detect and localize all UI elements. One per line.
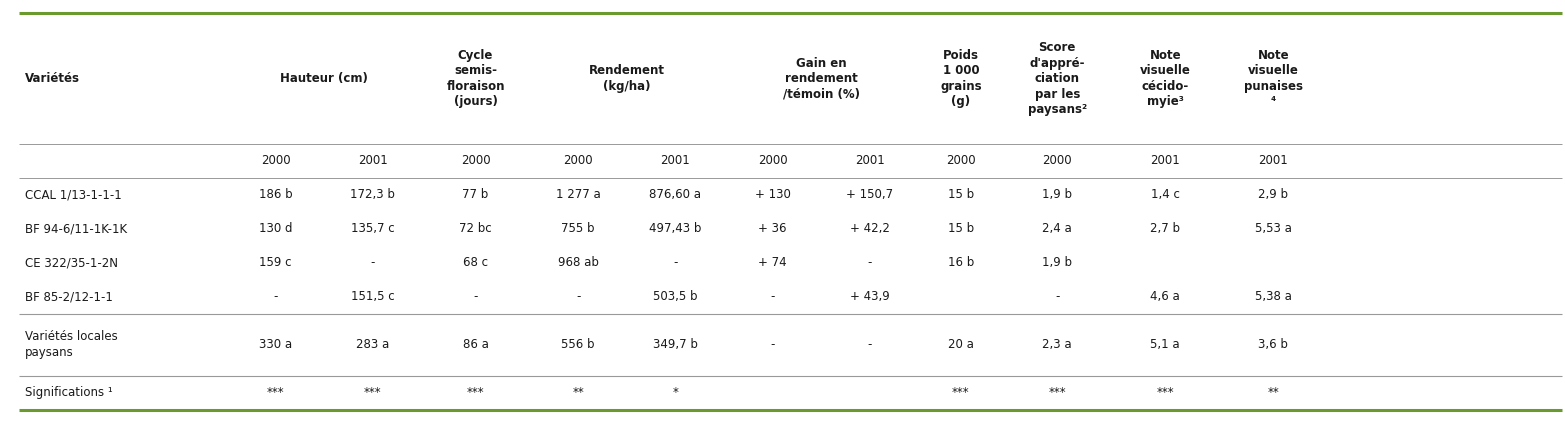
Text: 186 b: 186 b — [258, 188, 293, 201]
Text: 2000: 2000 — [261, 154, 291, 167]
Text: Poids
1 000
grains
(g): Poids 1 000 grains (g) — [941, 49, 981, 108]
Text: 72 bc: 72 bc — [459, 222, 491, 235]
Text: 876,60 a: 876,60 a — [649, 188, 701, 201]
Text: 151,5 c: 151,5 c — [351, 290, 394, 303]
Text: -: - — [770, 338, 775, 351]
Text: 1,9 b: 1,9 b — [1042, 188, 1072, 201]
Text: *: * — [673, 386, 678, 400]
Text: 68 c: 68 c — [463, 256, 488, 269]
Text: -: - — [867, 256, 872, 269]
Text: + 43,9: + 43,9 — [850, 290, 889, 303]
Text: -: - — [770, 290, 775, 303]
Text: -: - — [371, 256, 376, 269]
Text: 2001: 2001 — [1258, 154, 1288, 167]
Text: + 42,2: + 42,2 — [850, 222, 890, 235]
Text: 2000: 2000 — [757, 154, 787, 167]
Text: 497,43 b: 497,43 b — [649, 222, 701, 235]
Text: Score
d'appré-
ciation
par les
paysans²: Score d'appré- ciation par les paysans² — [1028, 41, 1086, 116]
Text: 20 a: 20 a — [948, 338, 973, 351]
Text: 2001: 2001 — [660, 154, 690, 167]
Text: 1,4 c: 1,4 c — [1150, 188, 1180, 201]
Text: ***: *** — [365, 386, 382, 400]
Text: 86 a: 86 a — [463, 338, 488, 351]
Text: **: ** — [573, 386, 584, 400]
Text: BF 85-2/12-1-1: BF 85-2/12-1-1 — [25, 290, 113, 303]
Text: -: - — [1055, 290, 1060, 303]
Text: 2,9 b: 2,9 b — [1258, 188, 1288, 201]
Text: Rendement
(kg/ha): Rendement (kg/ha) — [588, 64, 665, 93]
Text: 2,3 a: 2,3 a — [1042, 338, 1072, 351]
Text: 3,6 b: 3,6 b — [1258, 338, 1288, 351]
Text: 349,7 b: 349,7 b — [653, 338, 698, 351]
Text: 2000: 2000 — [460, 154, 490, 167]
Text: 283 a: 283 a — [357, 338, 390, 351]
Text: Cycle
semis-
floraison
(jours): Cycle semis- floraison (jours) — [446, 49, 505, 108]
Text: 2001: 2001 — [358, 154, 388, 167]
Text: 5,1 a: 5,1 a — [1150, 338, 1180, 351]
Text: 15 b: 15 b — [948, 188, 973, 201]
Text: 159 c: 159 c — [260, 256, 293, 269]
Text: CCAL 1/13-1-1-1: CCAL 1/13-1-1-1 — [25, 188, 122, 201]
Text: ***: *** — [466, 386, 484, 400]
Text: ***: *** — [952, 386, 970, 400]
Text: 2,7 b: 2,7 b — [1150, 222, 1180, 235]
Text: + 130: + 130 — [754, 188, 790, 201]
Text: 5,38 a: 5,38 a — [1255, 290, 1291, 303]
Text: Hauteur (cm): Hauteur (cm) — [280, 72, 368, 85]
Text: 330 a: 330 a — [260, 338, 293, 351]
Text: 2001: 2001 — [1150, 154, 1180, 167]
Text: + 150,7: + 150,7 — [847, 188, 894, 201]
Text: 15 b: 15 b — [948, 222, 973, 235]
Text: 1,9 b: 1,9 b — [1042, 256, 1072, 269]
Text: BF 94-6/11-1K-1K: BF 94-6/11-1K-1K — [25, 222, 127, 235]
Text: Variétés locales
paysans: Variétés locales paysans — [25, 330, 117, 359]
Text: 968 ab: 968 ab — [557, 256, 598, 269]
Text: 556 b: 556 b — [562, 338, 595, 351]
Text: 172,3 b: 172,3 b — [351, 188, 396, 201]
Text: -: - — [274, 290, 279, 303]
Text: -: - — [867, 338, 872, 351]
Text: ***: *** — [268, 386, 285, 400]
Text: Note
visuelle
cécido-
myie³: Note visuelle cécido- myie³ — [1139, 49, 1191, 108]
Text: 2000: 2000 — [563, 154, 593, 167]
Text: Gain en
rendement
/témoin (%): Gain en rendement /témoin (%) — [782, 56, 859, 101]
Text: ***: *** — [1157, 386, 1174, 400]
Text: 2000: 2000 — [1042, 154, 1072, 167]
Text: 2000: 2000 — [945, 154, 975, 167]
Text: 77 b: 77 b — [462, 188, 488, 201]
Text: 2,4 a: 2,4 a — [1042, 222, 1072, 235]
Text: 503,5 b: 503,5 b — [653, 290, 698, 303]
Text: ***: *** — [1049, 386, 1066, 400]
Text: 5,53 a: 5,53 a — [1255, 222, 1291, 235]
Text: 4,6 a: 4,6 a — [1150, 290, 1180, 303]
Text: 16 b: 16 b — [948, 256, 973, 269]
Text: -: - — [473, 290, 477, 303]
Text: + 74: + 74 — [759, 256, 787, 269]
Text: 2001: 2001 — [854, 154, 884, 167]
Text: 130 d: 130 d — [258, 222, 293, 235]
Text: 755 b: 755 b — [562, 222, 595, 235]
Text: -: - — [576, 290, 581, 303]
Text: Note
visuelle
punaises
⁴: Note visuelle punaises ⁴ — [1244, 49, 1302, 108]
Text: 1 277 a: 1 277 a — [556, 188, 601, 201]
Text: Significations ¹: Significations ¹ — [25, 386, 113, 400]
Text: Variétés: Variétés — [25, 72, 80, 85]
Text: + 36: + 36 — [759, 222, 787, 235]
Text: **: ** — [1268, 386, 1279, 400]
Text: -: - — [673, 256, 678, 269]
Text: CE 322/35-1-2N: CE 322/35-1-2N — [25, 256, 117, 269]
Text: 135,7 c: 135,7 c — [351, 222, 394, 235]
